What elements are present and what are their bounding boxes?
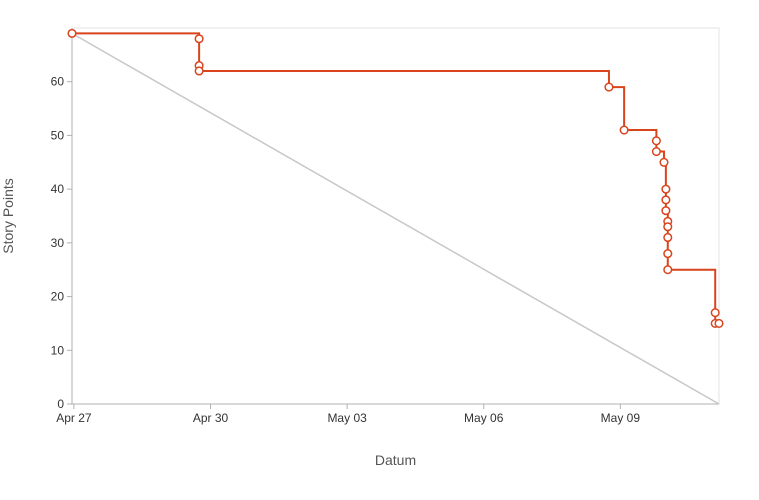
burndown-point[interactable] — [651, 136, 661, 146]
y-axis: 0 10 20 30 40 50 60 — [51, 28, 73, 411]
burndown-point[interactable] — [710, 308, 720, 318]
x-tick-label: Apr 30 — [193, 411, 229, 425]
burndown-point[interactable] — [67, 28, 77, 38]
y-tick-label: 10 — [51, 343, 65, 357]
burndown-point[interactable] — [194, 66, 204, 76]
burndown-point[interactable] — [661, 206, 671, 216]
y-tick-label: 50 — [51, 128, 65, 142]
y-tick-label: 0 — [57, 397, 64, 411]
burndown-point[interactable] — [619, 125, 629, 135]
burndown-point[interactable] — [661, 184, 671, 194]
burndown-point[interactable] — [661, 195, 671, 205]
burndown-point[interactable] — [659, 157, 669, 167]
burndown-line — [72, 32, 719, 325]
x-tick-label: May 09 — [601, 411, 641, 425]
y-tick-label: 60 — [51, 75, 65, 89]
y-tick-label: 40 — [51, 182, 65, 196]
x-tick-label: May 03 — [327, 411, 367, 425]
ideal-line — [71, 32, 720, 405]
burndown-point[interactable] — [714, 318, 724, 328]
burndown-point[interactable] — [651, 146, 661, 157]
burndown-point[interactable] — [663, 249, 673, 259]
x-tick-label: May 06 — [464, 411, 504, 425]
burndown-point[interactable] — [604, 82, 614, 92]
y-tick-label: 30 — [51, 236, 65, 250]
x-axis: Apr 27 Apr 30 May 03 May 06 May 09 — [56, 403, 719, 425]
burndown-point[interactable] — [194, 34, 204, 44]
y-tick-label: 20 — [51, 290, 65, 304]
burndown-point[interactable] — [663, 265, 673, 275]
x-axis-title: Datum — [375, 452, 416, 468]
burndown-point[interactable] — [663, 232, 673, 243]
burndown-point[interactable] — [663, 222, 673, 232]
x-tick-label: Apr 27 — [56, 411, 92, 425]
y-axis-title: Story Points — [0, 178, 16, 253]
series-layer — [67, 28, 724, 405]
